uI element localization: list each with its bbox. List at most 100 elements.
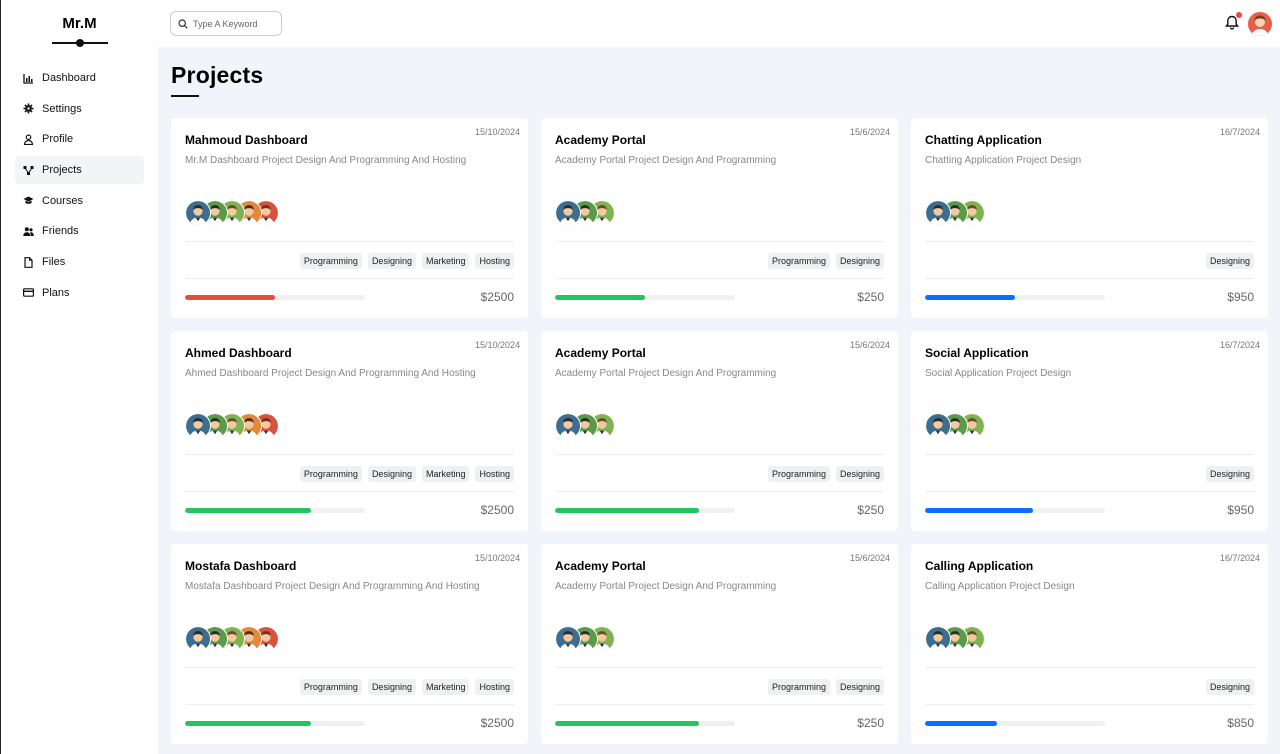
tag-designing[interactable]: Designing <box>367 466 416 482</box>
gear-icon <box>23 103 42 114</box>
sidebar-item-projects[interactable]: Projects <box>15 156 144 185</box>
divider <box>185 278 514 279</box>
project-title[interactable]: Mostafa Dashboard <box>185 559 297 573</box>
project-date: 16/7/2024 <box>1219 340 1260 350</box>
avatar[interactable] <box>555 200 581 226</box>
project-card[interactable]: 15/6/2024 Academy Portal Academy Portal Pr… <box>541 118 898 318</box>
tag-marketing[interactable]: Marketing <box>421 466 470 482</box>
project-description: Social Application Project Design <box>925 368 1072 379</box>
project-title[interactable]: Academy Portal <box>555 133 646 147</box>
graduation-cap-icon <box>23 195 42 206</box>
project-title[interactable]: Ahmed Dashboard <box>185 346 292 360</box>
progress-fill <box>555 295 645 300</box>
avatar[interactable] <box>185 200 211 226</box>
sidebar-item-profile[interactable]: Profile <box>15 125 144 153</box>
project-title[interactable]: Mahmoud Dashboard <box>185 133 308 147</box>
avatar[interactable] <box>555 626 581 652</box>
sidebar-item-plans[interactable]: Plans <box>15 279 144 307</box>
project-title[interactable]: Academy Portal <box>555 559 646 573</box>
avatar[interactable] <box>185 626 211 652</box>
sidebar-item-dashboard[interactable]: Dashboard <box>15 64 144 92</box>
tag-programming[interactable]: Programming <box>299 466 362 482</box>
avatar[interactable] <box>925 200 951 226</box>
project-price: $950 <box>1227 503 1254 517</box>
tag-hosting[interactable]: Hosting <box>475 679 514 695</box>
project-card[interactable]: 15/6/2024 Academy Portal Academy Portal Pr… <box>541 544 898 744</box>
project-title[interactable]: Social Application <box>925 346 1029 360</box>
progress-fill <box>555 721 699 726</box>
divider <box>555 241 884 242</box>
team-avatars <box>185 413 279 439</box>
project-price: $2500 <box>480 716 514 730</box>
project-description: Academy Portal Project Design And Progra… <box>555 581 777 592</box>
tag-hosting[interactable]: Hosting <box>475 466 514 482</box>
tag-designing[interactable]: Designing <box>835 253 884 269</box>
project-tags: Designing <box>1205 466 1254 482</box>
project-date: 16/7/2024 <box>1219 127 1260 137</box>
sidebar-item-settings[interactable]: Settings <box>15 95 144 123</box>
tag-hosting[interactable]: Hosting <box>475 253 514 269</box>
tag-programming[interactable]: Programming <box>299 253 362 269</box>
project-price: $850 <box>1227 716 1254 730</box>
project-card[interactable]: 15/10/2024 Mostafa Dashboard Mostafa Dashb… <box>171 544 528 744</box>
team-avatars <box>185 626 279 652</box>
project-card[interactable]: 16/7/2024 Social Application Social Applic… <box>911 331 1268 531</box>
sidebar-item-friends[interactable]: Friends <box>15 217 144 245</box>
project-card[interactable]: 16/7/2024 Calling Application Calling Appl… <box>911 544 1268 744</box>
project-card[interactable]: 15/10/2024 Ahmed Dashboard Ahmed Dashboard… <box>171 331 528 531</box>
tag-marketing[interactable]: Marketing <box>421 253 470 269</box>
project-card[interactable]: 15/6/2024 Academy Portal Academy Portal Pr… <box>541 331 898 531</box>
sidebar-item-label: Settings <box>42 102 82 115</box>
progress-bar <box>925 721 1105 726</box>
project-description: Chatting Application Project Design <box>925 155 1082 166</box>
sidebar-item-label: Profile <box>42 133 74 146</box>
tag-designing[interactable]: Designing <box>1205 466 1254 482</box>
avatar[interactable] <box>555 413 581 439</box>
project-date: 16/7/2024 <box>1219 553 1260 563</box>
chart-icon <box>23 73 42 84</box>
bell-icon[interactable] <box>1225 15 1239 30</box>
project-tags: Programming Designing Marketing Hosting <box>299 679 514 695</box>
project-price: $250 <box>857 503 884 517</box>
team-avatars <box>925 200 985 226</box>
tag-programming[interactable]: Programming <box>299 679 362 695</box>
project-card[interactable]: 15/10/2024 Mahmoud Dashboard Mr.M Dashboar… <box>171 118 528 318</box>
search-input[interactable] <box>193 18 279 29</box>
tag-programming[interactable]: Programming <box>767 679 830 695</box>
sidebar-item-label: Friends <box>42 225 79 238</box>
avatar[interactable] <box>1248 12 1272 36</box>
project-date: 15/10/2024 <box>474 127 520 137</box>
project-title[interactable]: Chatting Application <box>925 133 1042 147</box>
project-title[interactable]: Calling Application <box>925 559 1034 573</box>
tag-programming[interactable]: Programming <box>767 253 830 269</box>
divider <box>925 278 1254 279</box>
avatar[interactable] <box>925 413 951 439</box>
tag-programming[interactable]: Programming <box>767 466 830 482</box>
tag-designing[interactable]: Designing <box>1205 253 1254 269</box>
project-title[interactable]: Academy Portal <box>555 346 646 360</box>
tag-designing[interactable]: Designing <box>835 679 884 695</box>
project-description: Calling Application Project Design <box>925 581 1075 592</box>
logo: Mr.M <box>62 15 97 32</box>
sidebar-item-courses[interactable]: Courses <box>15 187 144 215</box>
project-card[interactable]: 16/7/2024 Chatting Application Chatting Ap… <box>911 118 1268 318</box>
tag-designing[interactable]: Designing <box>367 253 416 269</box>
project-price: $250 <box>857 290 884 304</box>
tag-designing[interactable]: Designing <box>835 466 884 482</box>
topbar <box>158 0 1280 47</box>
sidebar-item-label: Plans <box>42 286 70 299</box>
notification-dot <box>1236 12 1242 18</box>
sidebar-item-label: Projects <box>42 164 82 177</box>
divider <box>555 278 884 279</box>
tag-designing[interactable]: Designing <box>367 679 416 695</box>
project-price: $250 <box>857 716 884 730</box>
avatar[interactable] <box>925 626 951 652</box>
sidebar-item-files[interactable]: Files <box>15 248 144 276</box>
progress-bar <box>185 721 365 726</box>
team-avatars <box>925 626 985 652</box>
project-price: $950 <box>1227 290 1254 304</box>
tag-designing[interactable]: Designing <box>1205 679 1254 695</box>
avatar[interactable] <box>185 413 211 439</box>
tag-marketing[interactable]: Marketing <box>421 679 470 695</box>
search-box[interactable] <box>170 11 282 36</box>
